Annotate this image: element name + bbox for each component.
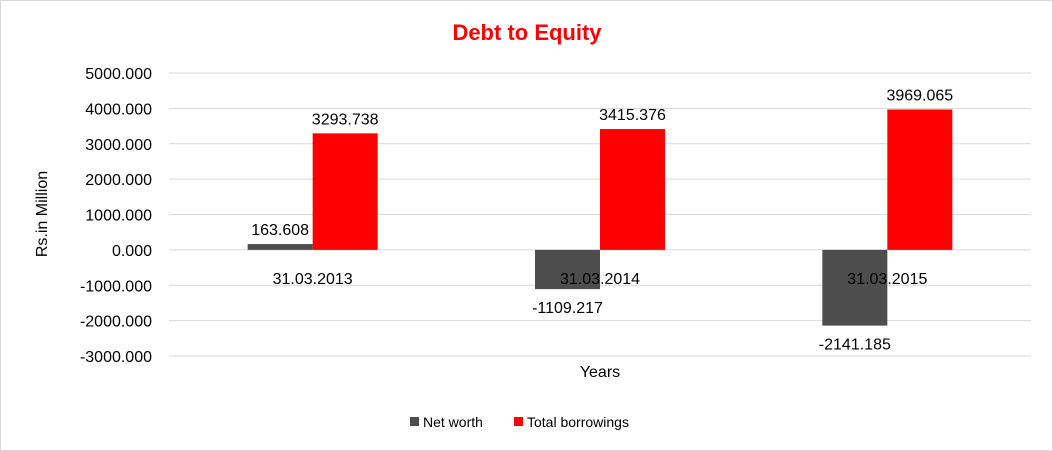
category-label: 31.03.2014 [560,271,640,288]
y-axis-title: Rs.in Million [34,171,51,257]
data-label: -1109.217 [532,300,603,317]
legend-swatch [410,417,419,426]
data-label: 3293.738 [312,111,379,128]
chart-title: Debt to Equity [452,20,602,45]
y-tick-label: -3000.000 [80,349,152,366]
data-label: 3415.376 [599,107,666,124]
legend-label: Total borrowings [527,414,629,430]
data-label: 163.608 [251,222,309,239]
category-label: 31.03.2015 [847,271,927,288]
bar-net-worth [247,244,313,250]
bar-total-borrowings [312,133,378,250]
x-axis-title: Years [580,364,620,381]
y-tick-label: -2000.000 [80,314,152,331]
bar-total-borrowings [887,109,953,250]
legend-swatch [514,417,523,426]
data-labels: 163.608 3293.738 -1109.217 3415.376 -2141.18… [251,87,953,353]
y-tick-label: 4000.000 [85,101,152,118]
data-label: -2141.185 [819,337,891,354]
y-tick-label: 3000.000 [85,137,152,154]
bar-net-worth [535,249,600,290]
category-label: 31.03.2013 [273,271,353,288]
y-tick-label: 0.000 [112,243,152,260]
category-labels: 31.03.2013 31.03.2014 31.03.2015 [273,271,928,288]
y-tick-label: 1000.000 [85,208,152,225]
y-tick-label: -1000.000 [80,278,152,295]
bar-net-worth [822,249,888,326]
bar-total-borrowings [600,129,665,250]
bars [247,109,953,326]
y-tick-label: 5000.000 [85,66,152,83]
y-axis-ticks: 5000.000 4000.000 3000.000 2000.000 1000.000… [80,66,152,366]
legend-label: Net worth [423,414,483,430]
legend: Net worth Total borrowings [410,414,629,430]
y-tick-label: 2000.000 [85,172,152,189]
data-label: 3969.065 [886,87,953,104]
